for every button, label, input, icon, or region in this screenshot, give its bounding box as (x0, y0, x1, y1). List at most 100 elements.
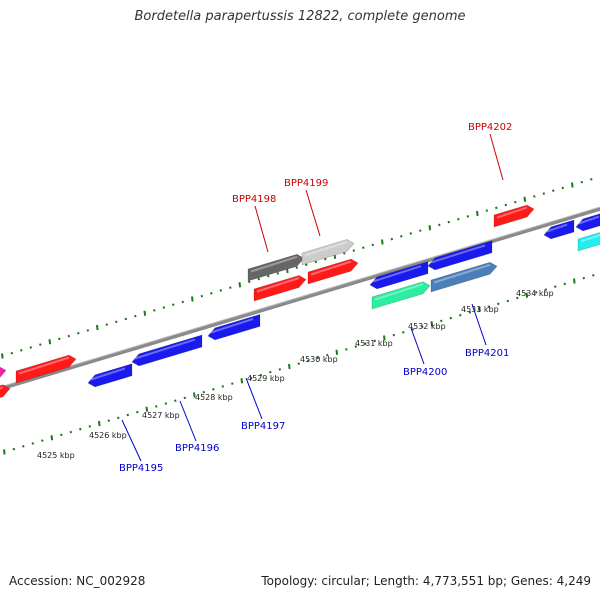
scale-label: 4533 kbp (461, 305, 499, 314)
leader-line (305, 189, 321, 237)
gene-label-reverse[interactable]: BPP4201 (465, 348, 509, 359)
lower-tick (592, 274, 595, 277)
gene-arrow (15, 354, 77, 384)
upper-tick (276, 272, 280, 275)
gene-arrow (0, 366, 7, 378)
upper-tick (523, 196, 527, 202)
map-title: Bordetella parapertussis 12822, complete… (134, 9, 466, 24)
lower-tick (478, 306, 481, 313)
gene-arrow-highlight (250, 255, 298, 273)
upper-tick-row (1, 178, 593, 359)
lower-tick (373, 339, 377, 343)
gene-arrow (575, 213, 600, 232)
lower-tick (145, 406, 149, 412)
upper-tick (428, 225, 432, 231)
upper-tick (10, 351, 14, 355)
upper-tick (181, 300, 185, 304)
upper-tick (86, 329, 90, 332)
upper-tick (39, 343, 42, 346)
lower-tick (573, 278, 576, 284)
upper-tick (314, 260, 318, 264)
leader-line (410, 327, 425, 365)
scale-label: 4534 kbp (516, 289, 554, 298)
upper-tick (219, 289, 223, 292)
upper-tick (115, 320, 118, 324)
lower-tick (107, 419, 111, 422)
gene-arrow-highlight (496, 206, 528, 219)
gene-arrow (430, 261, 498, 293)
lower-tick (440, 319, 443, 323)
upper-tick (466, 215, 470, 218)
lower-tick (354, 345, 358, 348)
gene-label-reverse[interactable]: BPP4195 (119, 463, 163, 474)
gene-label-reverse[interactable]: BPP4196 (175, 443, 219, 454)
lower-tick (79, 427, 82, 431)
gene-label-forward[interactable]: BPP4202 (468, 122, 512, 133)
gene-arrow (427, 240, 493, 271)
label-leaders (121, 133, 504, 462)
gene-label-reverse[interactable]: BPP4197 (241, 421, 285, 432)
upper-tick (580, 180, 584, 184)
gene-arrow (301, 239, 355, 266)
lower-tick (487, 305, 491, 308)
lower-tick (60, 433, 63, 437)
lower-tick (136, 410, 139, 414)
gene-arrow (493, 204, 535, 228)
lower-tick (3, 449, 6, 455)
upper-tick (400, 235, 403, 238)
gene-arrow (207, 313, 261, 341)
lower-tick (12, 447, 16, 451)
lower-tick (164, 402, 168, 405)
lower-tick (212, 388, 215, 391)
gene-arrow-highlight (374, 283, 424, 301)
upper-tick (561, 186, 565, 190)
lower-tick (544, 288, 548, 291)
lower-tick (269, 370, 272, 374)
upper-tick (495, 206, 498, 210)
lower-tick (345, 348, 348, 351)
gene-label-reverse[interactable]: BPP4200 (403, 367, 447, 378)
lower-tick (402, 331, 405, 334)
upper-tick (590, 178, 593, 181)
gene-arrow-highlight (310, 260, 352, 276)
lower-tick (250, 376, 253, 380)
lower-tick (468, 311, 472, 314)
upper-tick (295, 266, 299, 269)
upper-tick (381, 239, 384, 245)
lower-tick (535, 291, 538, 294)
gene-arrow-highlight (90, 367, 126, 381)
gene-arrow (369, 261, 429, 290)
lower-tick (202, 390, 206, 394)
lower-tick (174, 399, 177, 402)
upper-tick (143, 310, 147, 316)
lower-tick (335, 349, 339, 355)
gene-arrow (253, 275, 307, 302)
gene-arrow-highlight (433, 263, 491, 284)
upper-tick (191, 296, 194, 302)
lower-tick (316, 356, 320, 360)
gene-features (0, 204, 600, 398)
leader-line (471, 303, 487, 346)
upper-tick (504, 203, 508, 207)
scale-label: 4526 kbp (89, 431, 127, 440)
gene-arrow (131, 334, 203, 367)
upper-tick (210, 292, 213, 295)
lower-tick (50, 435, 54, 441)
upper-tick (29, 346, 33, 349)
lower-tick (221, 385, 225, 388)
gene-arrow-highlight (430, 244, 486, 264)
lower-tick (430, 321, 434, 327)
upper-tick (134, 314, 137, 318)
upper-tick (48, 339, 52, 345)
gene-label-forward[interactable]: BPP4198 (232, 194, 276, 205)
lower-tick (278, 368, 282, 371)
scale-label: 4532 kbp (408, 322, 446, 331)
scale-label: 4528 kbp (195, 393, 233, 402)
backbone-highlight (0, 206, 600, 388)
gene-label-forward[interactable]: BPP4199 (284, 178, 328, 189)
lower-tick (231, 382, 234, 385)
upper-tick (77, 331, 80, 335)
leader-line (254, 205, 269, 253)
lower-tick (126, 413, 130, 417)
gene-arrow-highlight (578, 215, 600, 225)
